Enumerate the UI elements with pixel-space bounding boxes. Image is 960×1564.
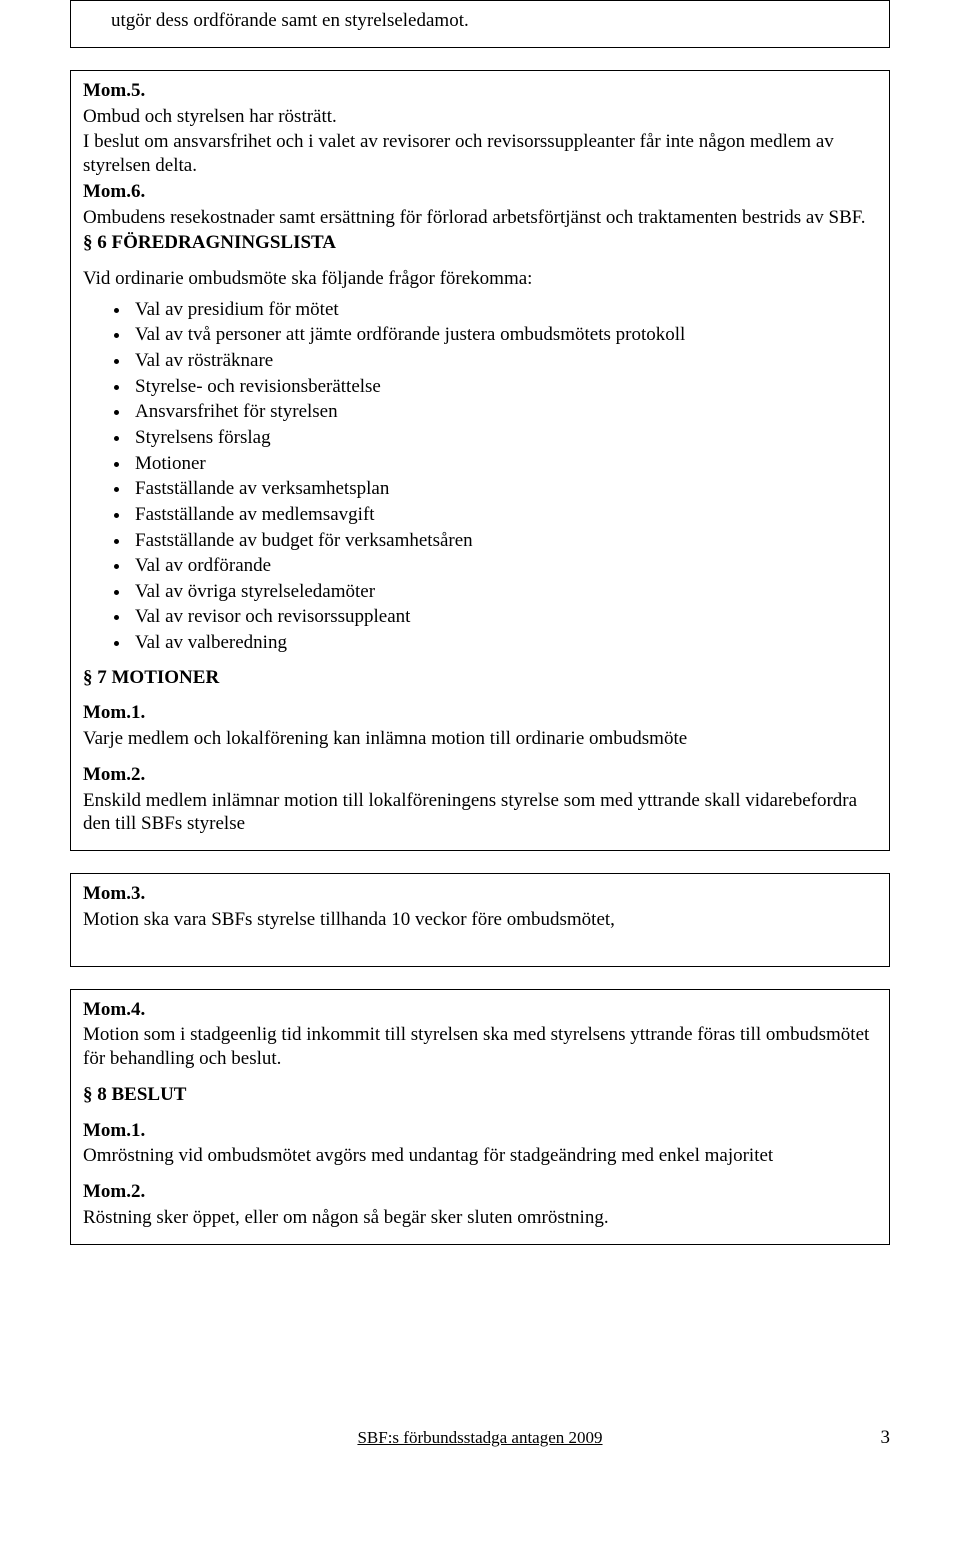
section7-heading: § 7 MOTIONER	[83, 666, 877, 690]
mom1-heading: Mom.1.	[83, 701, 877, 725]
footer-page-number: 3	[850, 1427, 890, 1449]
agenda-item: Val av övriga styrelseledamöter	[131, 579, 877, 605]
box-mom4-to-end: Mom.4. Motion som i stadgeenlig tid inko…	[70, 989, 890, 1245]
mom2-heading: Mom.2.	[83, 763, 877, 787]
mom4-heading: Mom.4.	[83, 998, 877, 1022]
section8-heading: § 8 BESLUT	[83, 1083, 877, 1107]
agenda-item: Val av presidium för mötet	[131, 297, 877, 323]
section6-intro: Vid ordinarie ombudsmöte ska följande fr…	[83, 267, 877, 291]
agenda-item: Val av ordförande	[131, 553, 877, 579]
mom5-line1: Ombud och styrelsen har rösträtt.	[83, 105, 877, 129]
box-continuation: utgör dess ordförande samt en styrelsele…	[70, 0, 890, 48]
mom4-text: Motion som i stadgeenlig tid inkommit ti…	[83, 1023, 877, 1071]
mom6-heading: Mom.6.	[83, 180, 877, 204]
agenda-item: Val av revisor och revisorssuppleant	[131, 604, 877, 630]
mom6-line1: Ombudens resekostnader samt ersättning f…	[83, 206, 877, 230]
agenda-item: Val av valberedning	[131, 630, 877, 656]
footer-title: SBF:s förbundsstadga antagen 2009	[110, 1428, 850, 1448]
spacer	[83, 1109, 877, 1119]
spacer	[83, 753, 877, 763]
mom1-text: Varje medlem och lokalförening kan inläm…	[83, 727, 877, 751]
mom2-text: Enskild medlem inlämnar motion till loka…	[83, 789, 877, 837]
mom2b-heading: Mom.2.	[83, 1180, 877, 1204]
agenda-item: Motioner	[131, 451, 877, 477]
mom5-line2: I beslut om ansvarsfrihet och i valet av…	[83, 130, 877, 178]
agenda-item: Val av rösträknare	[131, 348, 877, 374]
agenda-item: Val av två personer att jämte ordförande…	[131, 322, 877, 348]
agenda-item: Styrelsens förslag	[131, 425, 877, 451]
agenda-item: Ansvarsfrihet för styrelsen	[131, 399, 877, 425]
section6-heading: § 6 FÖREDRAGNINGSLISTA	[83, 231, 877, 255]
mom5-heading: Mom.5.	[83, 79, 877, 103]
page-footer: SBF:s förbundsstadga antagen 2009 3	[0, 1427, 960, 1449]
spacer	[83, 1170, 877, 1180]
continuation-line: utgör dess ordförande samt en styrelsele…	[83, 9, 877, 33]
mom1b-text: Omröstning vid ombudsmötet avgörs med un…	[83, 1144, 877, 1168]
box-mom5-to-mom2: Mom.5. Ombud och styrelsen har rösträtt.…	[70, 70, 890, 851]
spacer	[83, 257, 877, 267]
agenda-list: Val av presidium för mötet Val av två pe…	[83, 297, 877, 656]
spacer	[83, 1073, 877, 1083]
agenda-item: Fastställande av budget för verksamhetså…	[131, 528, 877, 554]
mom1b-heading: Mom.1.	[83, 1119, 877, 1143]
page-content: utgör dess ordförande samt en styrelsele…	[0, 0, 960, 1307]
mom3-text: Motion ska vara SBFs styrelse tillhanda …	[83, 908, 877, 932]
box-mom3: Mom.3. Motion ska vara SBFs styrelse til…	[70, 873, 890, 967]
agenda-item: Fastställande av verksamhetsplan	[131, 476, 877, 502]
spacer	[83, 691, 877, 701]
mom2b-text: Röstning sker öppet, eller om någon så b…	[83, 1206, 877, 1230]
agenda-item: Fastställande av medlemsavgift	[131, 502, 877, 528]
agenda-item: Styrelse- och revisionsberättelse	[131, 374, 877, 400]
mom3-heading: Mom.3.	[83, 882, 877, 906]
